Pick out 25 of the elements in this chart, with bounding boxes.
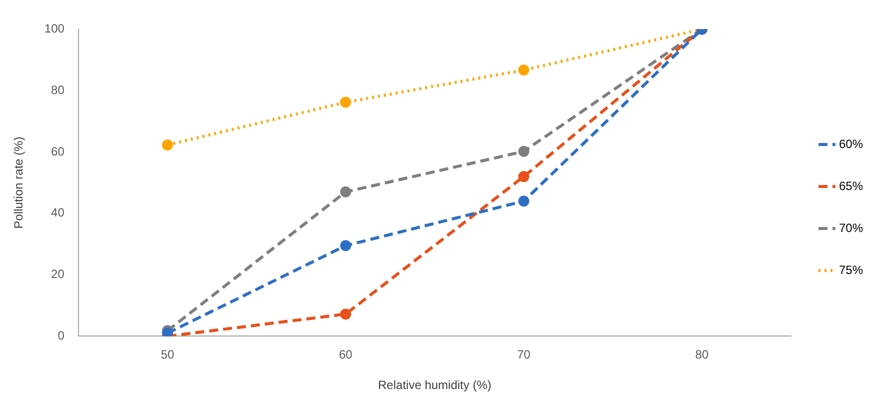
y-tick-label: 100: [44, 22, 65, 36]
legend-label: 60%: [838, 136, 864, 151]
y-tick-label: 20: [51, 267, 65, 282]
y-tick-label: 0: [58, 328, 65, 343]
y-tick-label: 60: [51, 144, 65, 158]
legend-label: 70%: [838, 220, 864, 235]
legend-label: 75%: [838, 262, 864, 277]
x-tick-label: 70: [517, 348, 531, 362]
point: [518, 196, 530, 207]
point: [340, 308, 352, 320]
point: [162, 139, 173, 150]
point: [518, 64, 530, 76]
y-tick-label: 40: [51, 206, 65, 220]
point: [340, 186, 352, 198]
point: [340, 240, 352, 252]
y-tick-label: 80: [51, 82, 65, 97]
x-tick-label: 80: [695, 348, 709, 362]
x-tick-label: 50: [160, 348, 174, 362]
point: [518, 171, 530, 182]
point: [518, 146, 530, 157]
y-axis-title: Pollution rate (%): [12, 136, 26, 229]
x-axis-title: Relative humidity (%): [378, 378, 492, 392]
point: [340, 96, 352, 108]
legend-label: 65%: [838, 178, 864, 193]
x-tick-label: 60: [338, 348, 353, 362]
